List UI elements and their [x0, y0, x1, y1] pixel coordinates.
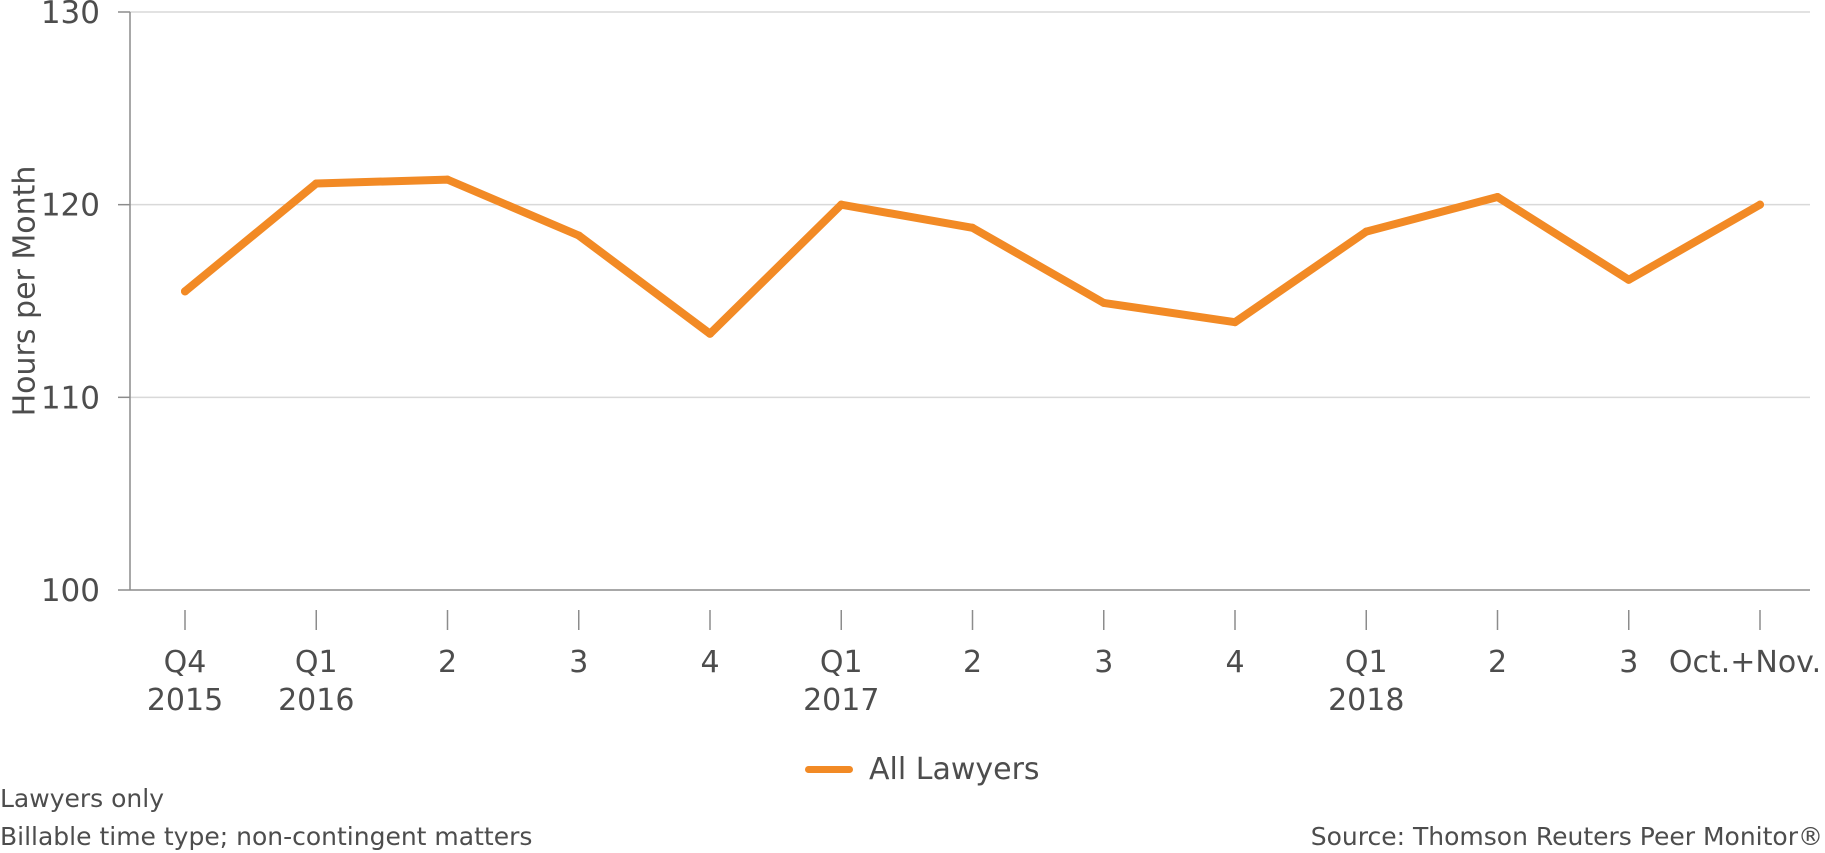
axes: [118, 11, 1810, 630]
data-point-0-6: [968, 223, 977, 232]
legend: All Lawyers: [805, 752, 1040, 787]
x-tick-label-6: 2: [963, 645, 982, 680]
x-tick-label-4: 4: [700, 645, 719, 680]
data-point-0-12: [1756, 200, 1764, 209]
data-point-0-11: [1624, 275, 1633, 284]
x-tick-label-3: 3: [569, 645, 588, 680]
data-point-0-2: [443, 175, 452, 184]
y-tick-label-110: 110: [41, 380, 100, 416]
x-tick-label-12: Oct.+Nov.: [1669, 645, 1821, 680]
data-point-0-5: [837, 200, 846, 209]
y-tick-label-120: 120: [41, 188, 100, 224]
x-tick-label-1: Q1: [295, 645, 338, 680]
x-tick-year-9: 2018: [1328, 683, 1404, 718]
data-point-0-8: [1231, 318, 1239, 327]
data-point-0-10: [1493, 192, 1502, 201]
series-lines: [181, 175, 1764, 338]
x-tick-year-1: 2016: [278, 683, 354, 718]
y-tick-label-130: 130: [41, 0, 100, 31]
x-tick-label-8: 4: [1225, 645, 1244, 680]
x-tick-label-0: Q4: [164, 645, 207, 680]
x-tick-label-5: Q1: [820, 645, 863, 680]
x-tick-label-7: 3: [1094, 645, 1113, 680]
y-axis-label: Hours per Month: [8, 166, 43, 417]
x-tick-label-9: Q1: [1345, 645, 1388, 680]
x-tick-label-2: 2: [438, 645, 457, 680]
data-point-0-4: [706, 329, 714, 338]
legend-label-all-lawyers: All Lawyers: [869, 752, 1040, 787]
note-billable-time: Billable time type; non-contingent matte…: [0, 822, 533, 851]
data-point-0-1: [312, 179, 321, 188]
data-point-0-7: [1099, 298, 1108, 307]
y-tick-label-100: 100: [41, 573, 100, 609]
x-tick-label-10: 2: [1488, 645, 1507, 680]
series-line-0: [181, 175, 1764, 338]
data-point-0-0: [181, 287, 189, 296]
x-tick-label-11: 3: [1619, 645, 1638, 680]
data-point-0-9: [1362, 227, 1371, 236]
legend-swatch-all-lawyers: [805, 766, 853, 773]
data-point-0-3: [574, 231, 583, 240]
grid-lines: [130, 11, 1810, 399]
x-tick-year-5: 2017: [803, 683, 879, 718]
x-tick-year-0: 2015: [147, 683, 223, 718]
note-lawyers-only: Lawyers only: [0, 784, 165, 813]
source-note: Source: Thomson Reuters Peer Monitor®: [1310, 822, 1823, 851]
